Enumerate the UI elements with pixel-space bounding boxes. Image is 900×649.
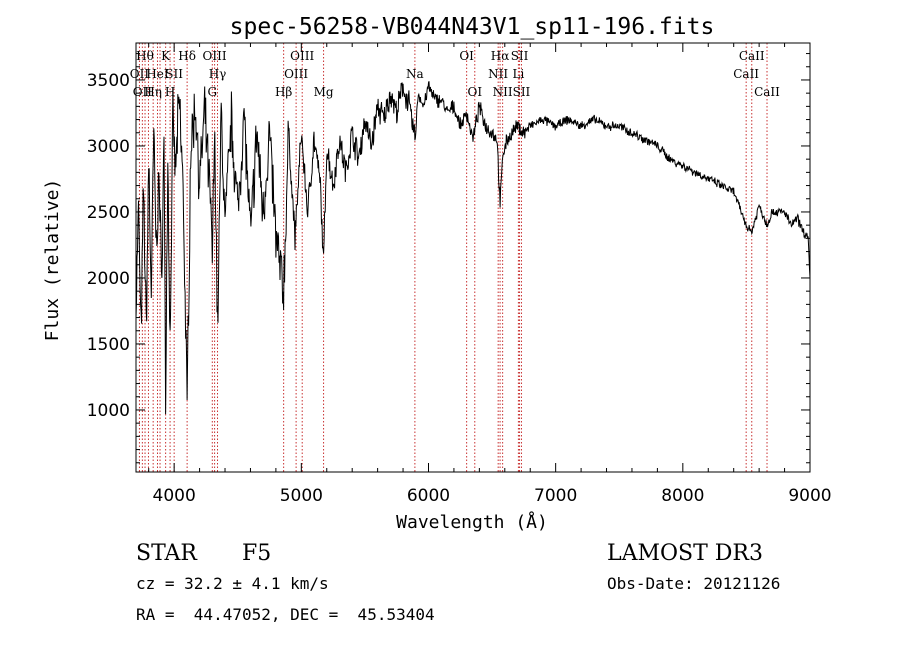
line-label: G	[208, 85, 218, 99]
x-axis-ticks: 4000 5000 6000 7000 8000 9000	[148, 43, 832, 506]
spectral-line-labels: OII OII Hθ Hη HeI K H SII Hδ G OIII Hγ Hβ OIII OIII Mg N…	[130, 49, 780, 99]
line-label: HeI	[146, 67, 169, 81]
line-label: K	[161, 49, 171, 63]
line-label: H	[165, 85, 175, 99]
x-tick-label: 8000	[661, 486, 704, 506]
line-label: SII	[511, 49, 529, 63]
redshift-readout: cz = 32.2 ± 4.1 km/s	[136, 574, 329, 593]
observation-date: Obs-Date: 20121126	[607, 574, 780, 593]
line-label: Hα	[491, 49, 510, 63]
line-label: Mg	[314, 85, 334, 99]
line-label: Hγ	[209, 67, 227, 81]
x-tick-label: 6000	[407, 486, 450, 506]
x-tick-label: 4000	[153, 486, 196, 506]
line-label: CaII	[739, 49, 765, 63]
line-label: OI	[467, 85, 482, 99]
x-axis-label: Wavelength (Å)	[396, 511, 548, 533]
x-tick-label: 9000	[788, 486, 831, 506]
line-label: Hθ	[136, 49, 154, 63]
line-label: Hβ	[275, 85, 292, 99]
plot-frame	[135, 42, 811, 473]
line-label: Li	[512, 67, 524, 81]
y-tick-label: 1000	[87, 401, 130, 421]
object-class: STAR	[136, 541, 198, 566]
spectral-line-markers	[138, 43, 768, 472]
y-tick-label: 3500	[87, 71, 130, 91]
y-axis-label: Flux (relative)	[42, 179, 63, 342]
y-tick-label: 2500	[87, 203, 130, 223]
line-label: Na	[406, 67, 424, 81]
coordinates-readout: RA = 44.47052, DEC = 45.53404	[136, 605, 435, 624]
x-tick-label: 7000	[534, 486, 577, 506]
survey-name: LAMOST DR3	[607, 541, 763, 566]
line-label: NII	[493, 85, 513, 99]
y-tick-label: 3000	[87, 137, 130, 157]
spectrum-line	[135, 81, 811, 415]
line-label: OIII	[284, 67, 308, 81]
chart-title: spec-56258-VB044N43V1_sp11-196.fits	[230, 14, 715, 40]
line-label: CaII	[733, 67, 759, 81]
line-label: SII	[513, 85, 531, 99]
line-label: OII	[133, 85, 153, 99]
y-tick-label: 2000	[87, 269, 130, 289]
line-label: OIII	[203, 49, 227, 63]
y-tick-label: 1500	[87, 335, 130, 355]
line-label: Hη	[144, 85, 162, 99]
footer-info: STAR F5 LAMOST DR3 cz = 32.2 ± 4.1 km/s …	[136, 541, 780, 624]
line-label: CaII	[754, 85, 780, 99]
line-label: OII	[130, 67, 150, 81]
line-label: OI	[459, 49, 474, 63]
y-axis-ticks: 1000 1500 2000 2500 3000 3500	[87, 53, 810, 464]
x-tick-label: 5000	[280, 486, 323, 506]
line-label: OIII	[290, 49, 314, 63]
line-label: NII	[488, 67, 508, 81]
line-label: Hδ	[178, 49, 196, 63]
line-label: SII	[165, 67, 183, 81]
object-subclass: F5	[242, 541, 271, 566]
